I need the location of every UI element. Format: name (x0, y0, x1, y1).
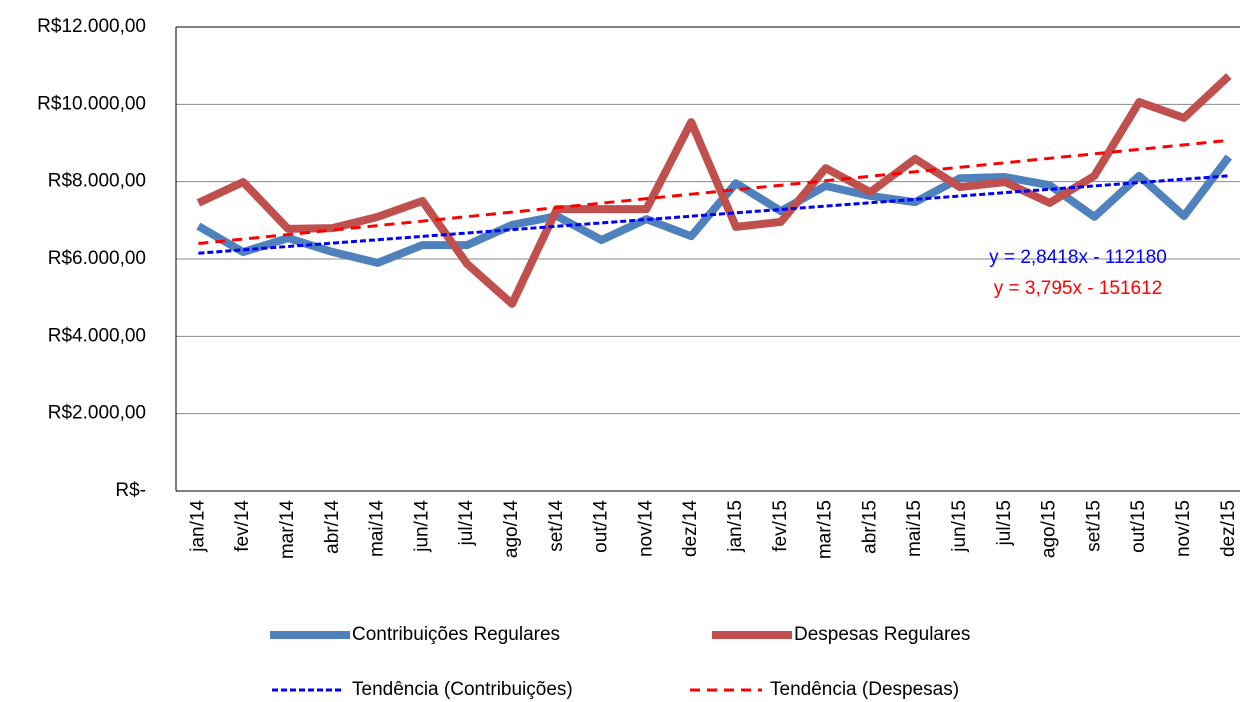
x-tick-label: out/14 (591, 500, 612, 553)
legend-label: Tendência (Despesas) (770, 679, 959, 700)
x-tick-label: fev/15 (770, 500, 791, 552)
x-tick-label: jul/15 (994, 500, 1015, 546)
y-tick-label: R$8.000,00 (48, 171, 146, 192)
x-tick-label: dez/14 (680, 500, 701, 557)
x-tick-label: jan/14 (187, 500, 208, 553)
trend-equation: y = 3,795x - 151612 (994, 278, 1163, 299)
legend-label: Despesas Regulares (794, 624, 970, 645)
x-tick-label: fev/14 (232, 500, 253, 552)
x-tick-label: jul/14 (456, 500, 477, 547)
trend-equation: y = 2,8418x - 112180 (989, 247, 1167, 268)
x-tick-label: nov/14 (635, 500, 656, 557)
legend-label: Contribuições Regulares (352, 624, 560, 645)
y-tick-label: R$2.000,00 (48, 403, 146, 424)
x-tick-label: mai/14 (367, 500, 388, 557)
series-line (198, 174, 1229, 255)
y-tick-label: R$4.000,00 (48, 325, 146, 346)
legend-label: Tendência (Contribuições) (352, 679, 573, 700)
y-tick-label: R$10.000,00 (37, 93, 146, 114)
y-tick-label: R$- (115, 480, 146, 501)
x-tick-label: jun/15 (949, 500, 970, 553)
x-tick-label: set/14 (546, 500, 567, 552)
x-tick-label: set/15 (1083, 500, 1104, 552)
x-tick-label: abr/14 (322, 500, 343, 554)
x-tick-label: nov/15 (1173, 500, 1194, 557)
x-tick-label: abr/15 (859, 500, 880, 554)
series-line (198, 138, 1229, 246)
x-tick-label: dez/15 (1218, 500, 1239, 557)
x-tick-label: ago/15 (1039, 500, 1060, 558)
x-tick-label: mar/15 (815, 500, 836, 559)
x-tick-label: out/15 (1128, 500, 1149, 553)
x-tick-label: ago/14 (501, 500, 522, 559)
x-tick-label: mai/15 (904, 500, 925, 557)
y-tick-label: R$12.000,00 (37, 16, 146, 37)
x-tick-label: jan/15 (725, 500, 746, 553)
x-tick-label: mar/14 (277, 500, 298, 560)
series-line (196, 154, 1232, 267)
y-tick-label: R$6.000,00 (48, 248, 146, 269)
series-line (196, 73, 1232, 308)
x-tick-label: jun/14 (411, 500, 432, 553)
